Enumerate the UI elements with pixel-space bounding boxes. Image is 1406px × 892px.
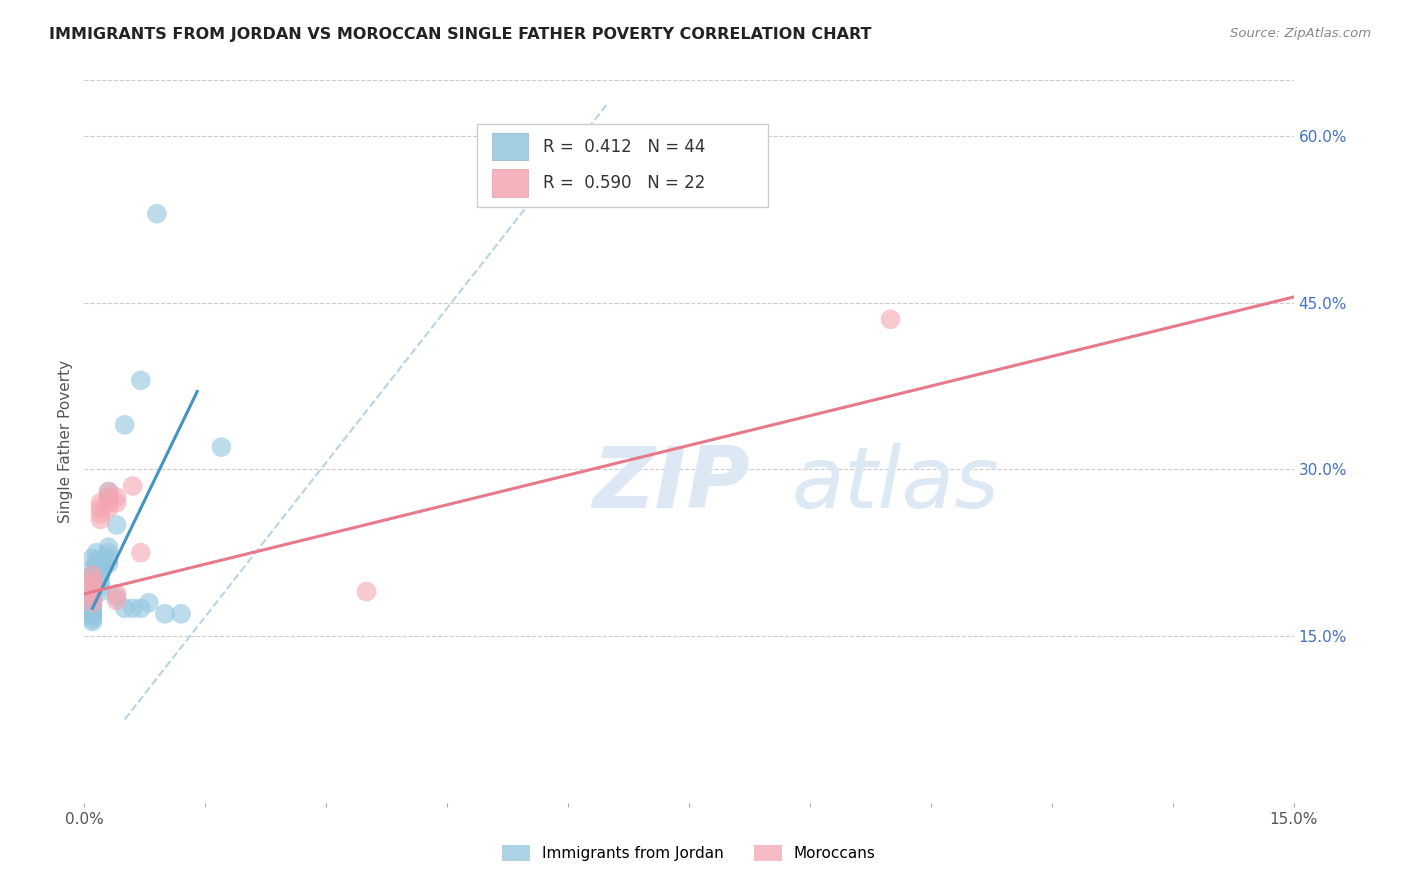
Point	[105, 490, 128, 504]
Point	[129, 601, 152, 615]
Point	[97, 484, 120, 499]
Point	[82, 574, 104, 588]
Point	[82, 568, 104, 582]
Text: R =  0.412   N = 44: R = 0.412 N = 44	[543, 137, 704, 156]
Point	[82, 568, 104, 582]
Point	[93, 557, 115, 571]
Point	[82, 609, 104, 624]
Point	[86, 553, 108, 567]
Point	[82, 593, 104, 607]
FancyBboxPatch shape	[492, 169, 529, 196]
Point	[153, 607, 176, 621]
Point	[82, 615, 104, 629]
Point	[105, 496, 128, 510]
Point	[82, 584, 104, 599]
Point	[121, 601, 143, 615]
Point	[89, 574, 111, 588]
Point	[89, 553, 111, 567]
Point	[138, 596, 160, 610]
Point	[97, 546, 120, 560]
Point	[105, 587, 128, 601]
Text: R =  0.590   N = 22: R = 0.590 N = 22	[543, 174, 704, 192]
FancyBboxPatch shape	[492, 133, 529, 161]
Point	[89, 568, 111, 582]
Point	[89, 579, 111, 593]
Point	[89, 562, 111, 576]
Point	[129, 373, 152, 387]
Point	[82, 601, 104, 615]
Point	[121, 479, 143, 493]
Point	[105, 593, 128, 607]
Point	[82, 605, 104, 619]
Point	[89, 507, 111, 521]
Point	[97, 540, 120, 554]
Text: atlas: atlas	[792, 443, 1000, 526]
Point	[97, 551, 120, 566]
Point	[89, 496, 111, 510]
Point	[97, 557, 120, 571]
Point	[82, 612, 104, 626]
Point	[89, 512, 111, 526]
Point	[82, 584, 104, 599]
Point	[82, 579, 104, 593]
Point	[105, 517, 128, 532]
Point	[879, 312, 901, 326]
Point	[82, 551, 104, 566]
Point	[89, 584, 111, 599]
Point	[89, 501, 111, 516]
Point	[129, 546, 152, 560]
Y-axis label: Single Father Poverty: Single Father Poverty	[58, 360, 73, 523]
Text: ZIP: ZIP	[592, 443, 749, 526]
Point	[82, 607, 104, 621]
Point	[82, 590, 104, 604]
Point	[105, 590, 128, 604]
Point	[82, 579, 104, 593]
Text: IMMIGRANTS FROM JORDAN VS MOROCCAN SINGLE FATHER POVERTY CORRELATION CHART: IMMIGRANTS FROM JORDAN VS MOROCCAN SINGL…	[49, 27, 872, 42]
Point	[209, 440, 232, 454]
Point	[97, 501, 120, 516]
Legend: Immigrants from Jordan, Moroccans: Immigrants from Jordan, Moroccans	[496, 839, 882, 867]
Point	[356, 584, 378, 599]
Point	[86, 546, 108, 560]
Point	[82, 598, 104, 612]
Point	[170, 607, 193, 621]
Point	[86, 560, 108, 574]
Point	[97, 490, 120, 504]
Point	[114, 417, 136, 432]
Point	[82, 596, 104, 610]
Point	[114, 601, 136, 615]
Point	[82, 562, 104, 576]
Text: Source: ZipAtlas.com: Source: ZipAtlas.com	[1230, 27, 1371, 40]
Point	[97, 484, 120, 499]
Point	[97, 490, 120, 504]
FancyBboxPatch shape	[478, 124, 768, 207]
Point	[82, 574, 104, 588]
Point	[97, 496, 120, 510]
Point	[146, 207, 169, 221]
Point	[82, 590, 104, 604]
Point	[89, 557, 111, 571]
